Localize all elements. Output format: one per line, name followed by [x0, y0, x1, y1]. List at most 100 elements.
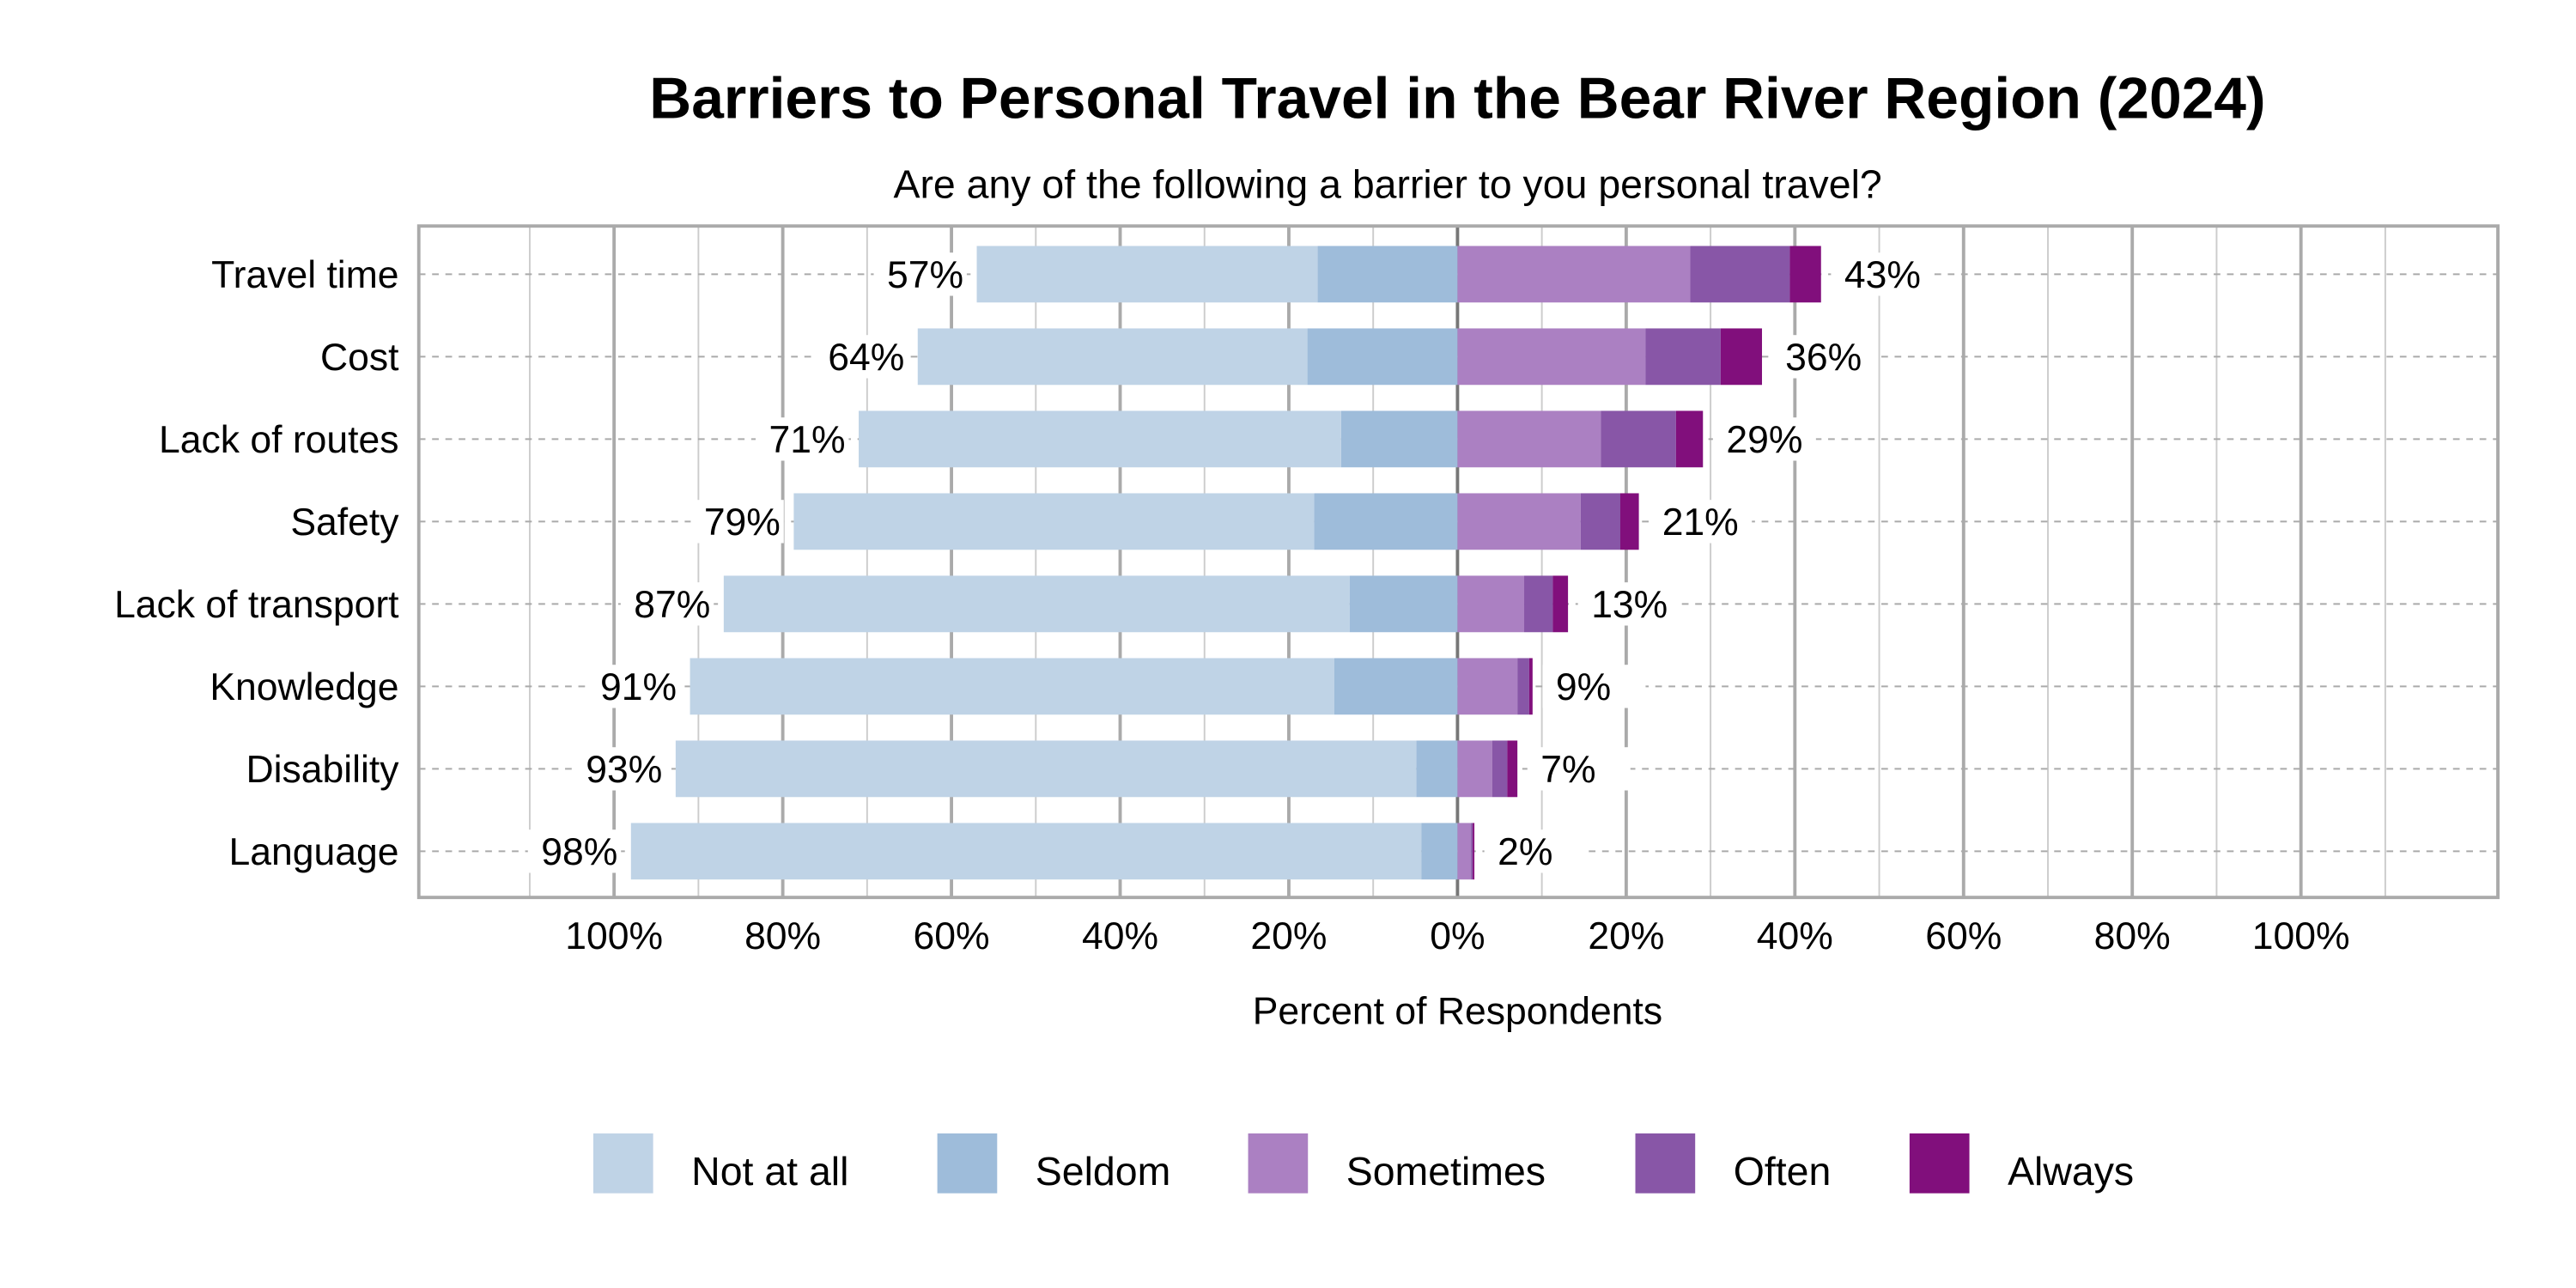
right-label-background — [1831, 252, 1935, 296]
right-label-background — [1771, 335, 1875, 379]
category-label: Language — [229, 831, 399, 873]
bar-sometimes — [1457, 246, 1691, 303]
category-label: Disability — [246, 749, 399, 791]
bar-seldom — [1349, 575, 1458, 633]
chart-title: Barriers to Personal Travel in the Bear … — [649, 66, 2265, 131]
right-label-background — [1649, 500, 1753, 544]
bar-always — [1473, 823, 1475, 880]
bar-often — [1517, 658, 1529, 715]
legend-swatch-always — [1909, 1133, 1970, 1194]
bar-sometimes — [1457, 740, 1492, 798]
x-tick-label: 40% — [1082, 915, 1158, 957]
right-total-label: 9% — [1556, 666, 1611, 708]
right-total-label: 29% — [1726, 419, 1802, 461]
left-total-label: 57% — [887, 254, 963, 296]
category-label: Lack of routes — [159, 419, 399, 461]
bar-seldom — [1340, 410, 1458, 468]
bar-often — [1471, 823, 1473, 880]
bar-sometimes — [1457, 328, 1646, 386]
right-label-background — [1527, 747, 1631, 791]
bar-often — [1524, 575, 1553, 633]
bar-not-at-all — [793, 493, 1315, 550]
x-tick-label: 80% — [744, 915, 821, 957]
left-label-background — [814, 335, 908, 379]
left-label-background — [586, 665, 680, 708]
right-label-background — [1542, 665, 1646, 708]
legend-label: Sometimes — [1346, 1149, 1546, 1194]
legend-swatch-sometimes — [1248, 1133, 1309, 1194]
bar-not-at-all — [690, 658, 1335, 715]
left-total-label: 79% — [704, 501, 781, 544]
bar-sometimes — [1457, 658, 1518, 715]
bar-not-at-all — [917, 328, 1308, 386]
legend-swatch-often — [1635, 1133, 1696, 1194]
bar-often — [1492, 740, 1508, 798]
left-total-label: 93% — [586, 749, 662, 791]
legend-label: Always — [2008, 1149, 2134, 1194]
bar-always — [1528, 658, 1533, 715]
bar-often — [1580, 493, 1620, 550]
legend: Not at all Seldom Sometimes Often Always — [592, 1133, 2134, 1194]
bar-often — [1645, 328, 1721, 386]
left-total-label: 64% — [828, 337, 904, 379]
bar-not-at-all — [723, 575, 1350, 633]
x-tick-label: 60% — [914, 915, 990, 957]
right-total-label: 36% — [1785, 337, 1862, 379]
legend-label: Not at all — [691, 1149, 848, 1194]
left-label-background — [572, 747, 666, 791]
x-tick-label: 20% — [1588, 915, 1664, 957]
bar-seldom — [1334, 658, 1458, 715]
category-label: Lack of transport — [114, 584, 399, 626]
category-label: Cost — [320, 337, 399, 379]
left-label-background — [873, 252, 967, 296]
bar-sometimes — [1457, 410, 1601, 468]
left-total-label: 98% — [541, 831, 617, 873]
left-total-label: 71% — [769, 419, 845, 461]
left-label-background — [527, 829, 622, 873]
left-total-label: 91% — [600, 666, 677, 708]
right-total-label: 43% — [1844, 254, 1921, 296]
legend-swatch-not-at-all — [592, 1133, 653, 1194]
bar-always — [1720, 328, 1763, 386]
bar-sometimes — [1457, 575, 1525, 633]
bar-seldom — [1421, 823, 1458, 880]
bar-seldom — [1307, 328, 1458, 386]
bar-always — [1552, 575, 1569, 633]
bar-always — [1619, 493, 1639, 550]
labels: 100% 80% 60% 40% 20% 0% 20% 40% 60% 80% 100% Travel… — [114, 252, 2350, 957]
bar-always — [1789, 246, 1821, 303]
bar-not-at-all — [675, 740, 1417, 798]
right-total-label: 21% — [1662, 501, 1739, 544]
right-total-label: 7% — [1540, 749, 1595, 791]
bar-seldom — [1314, 493, 1458, 550]
right-label-background — [1712, 417, 1816, 461]
x-tick-label: 100% — [2252, 915, 2350, 957]
bar-seldom — [1317, 246, 1458, 303]
bar-not-at-all — [859, 410, 1341, 468]
category-label: Travel time — [211, 254, 398, 296]
bar-sometimes — [1457, 823, 1472, 880]
right-label-background — [1484, 829, 1588, 873]
x-tick-label: 20% — [1250, 915, 1327, 957]
left-label-background — [756, 417, 849, 461]
right-total-label: 2% — [1498, 831, 1552, 873]
legend-swatch-seldom — [937, 1133, 998, 1194]
left-label-background — [690, 500, 784, 544]
right-label-background — [1577, 582, 1681, 626]
x-tick-label: 0% — [1430, 915, 1485, 957]
category-label: Knowledge — [210, 666, 398, 708]
legend-label: Seldom — [1036, 1149, 1170, 1194]
bar-always — [1507, 740, 1518, 798]
x-axis-label: Percent of Respondents — [1253, 990, 1662, 1032]
bar-seldom — [1416, 740, 1458, 798]
bar-often — [1690, 246, 1790, 303]
x-tick-label: 40% — [1757, 915, 1833, 957]
bars — [630, 246, 1821, 880]
bar-sometimes — [1457, 493, 1581, 550]
right-total-label: 13% — [1591, 584, 1668, 626]
bar-not-at-all — [630, 823, 1422, 880]
bar-always — [1675, 410, 1704, 468]
bar-often — [1601, 410, 1676, 468]
left-total-label: 87% — [634, 584, 710, 626]
